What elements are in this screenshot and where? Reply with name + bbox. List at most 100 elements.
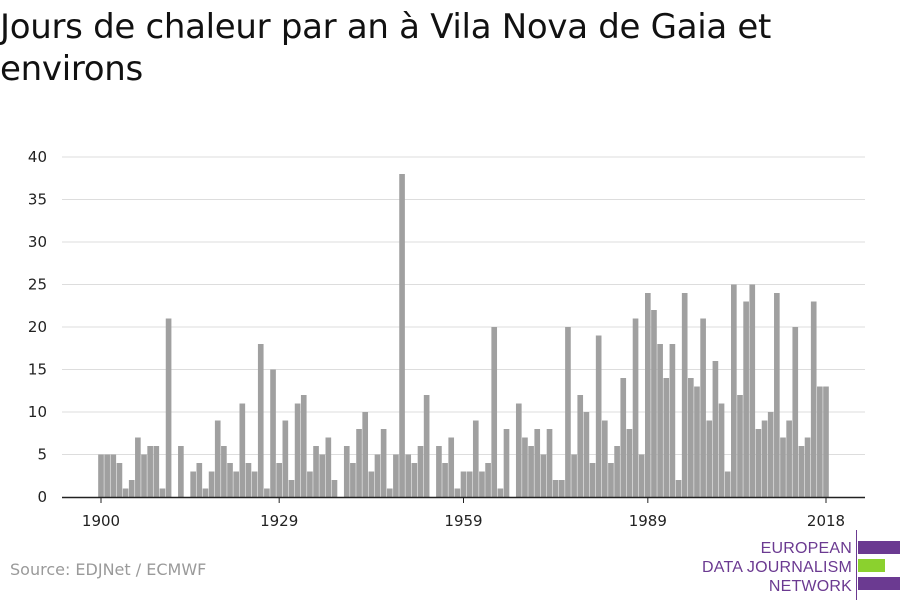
bar-1974: [552, 480, 559, 497]
bar-1924: [245, 463, 252, 497]
bar-2017: [817, 386, 823, 497]
bar-1915: [190, 471, 196, 497]
bar-1930: [282, 420, 289, 497]
bar-1911: [165, 318, 172, 497]
bar-1904: [122, 488, 129, 497]
x-tick-label: 1929: [260, 512, 298, 530]
bar-1902: [110, 454, 117, 497]
y-tick-label: 40: [28, 148, 47, 166]
bar-1906: [135, 437, 141, 497]
bar-2006: [749, 284, 756, 497]
bar-1927: [264, 488, 270, 497]
bar-2018: [823, 386, 829, 497]
y-tick-label: 5: [37, 446, 47, 464]
bar-1936: [319, 454, 326, 497]
bar-1957: [448, 437, 455, 497]
bar-1931: [288, 480, 295, 497]
logo-line-3: NETWORK: [768, 578, 852, 595]
bar-1928: [270, 369, 276, 497]
bar-1971: [534, 429, 541, 497]
bar-1942: [356, 429, 362, 497]
bar-1937: [325, 437, 332, 497]
bar-2005: [743, 301, 749, 497]
y-tick-label: 30: [28, 233, 47, 251]
bar-2012: [786, 420, 792, 497]
bar-1960: [466, 471, 473, 497]
bar-1981: [595, 335, 602, 497]
x-tick-label: 1900: [82, 512, 120, 530]
bar-1917: [202, 488, 209, 497]
source-note: Source: EDJNet / ECMWF: [10, 560, 207, 579]
bar-1975: [558, 480, 565, 497]
logo-divider: [856, 530, 857, 600]
y-tick-label: 0: [37, 488, 47, 506]
bar-1999: [706, 420, 713, 497]
bar-1934: [307, 471, 313, 497]
bar-1979: [583, 412, 590, 497]
logo-line-1: EUROPEAN: [760, 540, 852, 557]
bar-1966: [503, 429, 510, 497]
bar-1922: [233, 471, 239, 497]
bar-1923: [239, 403, 246, 497]
bar-1926: [257, 344, 264, 497]
bar-2004: [737, 395, 743, 497]
bar-1918: [208, 471, 215, 497]
chart-title: Jours de chaleur par an à Vila Nova de G…: [0, 7, 772, 89]
bar-2010: [774, 293, 780, 497]
y-tick-label: 20: [28, 318, 47, 336]
bar-1998: [700, 318, 706, 497]
bar-1913: [178, 446, 184, 497]
bar-1958: [454, 488, 461, 497]
bar-1993: [669, 344, 676, 497]
bar-1933: [300, 395, 307, 497]
bar-1980: [589, 463, 596, 497]
logo-bar-green: [858, 559, 885, 572]
bar-2013: [792, 327, 799, 497]
x-tick-label: 1959: [444, 512, 482, 530]
bar-1995: [681, 293, 688, 497]
bar-1963: [485, 463, 491, 497]
bar-1903: [116, 463, 123, 497]
logo-bar-purple-top: [858, 541, 900, 554]
bar-1910: [159, 488, 166, 497]
bar-1907: [141, 454, 147, 497]
bar-1908: [147, 446, 153, 497]
bar-1920: [221, 446, 227, 497]
bar-1970: [528, 446, 534, 497]
bar-1921: [227, 463, 233, 497]
bar-1905: [128, 480, 135, 497]
bar-1951: [411, 463, 418, 497]
bar-1925: [251, 471, 258, 497]
bar-2009: [767, 412, 774, 497]
bar-2003: [731, 284, 737, 497]
bar-2015: [804, 437, 811, 497]
logo-bar-purple-bottom: [858, 577, 900, 590]
bar-1969: [522, 437, 528, 497]
bar-1994: [675, 480, 682, 497]
bar-1985: [620, 378, 627, 497]
bar-1901: [104, 454, 110, 497]
bar-1946: [380, 429, 387, 497]
bar-1947: [386, 488, 393, 497]
bar-1961: [472, 420, 479, 497]
bar-2014: [798, 446, 805, 497]
y-tick-label: 25: [28, 276, 47, 294]
y-tick-label: 15: [28, 361, 47, 379]
bar-1900: [98, 454, 104, 497]
bar-1940: [343, 446, 350, 497]
x-tick-label: 2018: [807, 512, 845, 530]
bar-1990: [651, 310, 657, 497]
bar-2007: [755, 429, 762, 497]
y-tick-label: 10: [28, 403, 47, 421]
logo-line-2: DATA JOURNALISM: [702, 559, 852, 576]
bar-1949: [399, 174, 405, 497]
bar-1992: [663, 378, 670, 497]
bar-1996: [688, 378, 694, 497]
bar-1976: [565, 327, 571, 497]
bar-1943: [362, 412, 369, 497]
bar-1987: [632, 318, 639, 497]
bar-1938: [331, 480, 338, 497]
bar-1959: [460, 471, 467, 497]
bar-1978: [577, 395, 584, 497]
bar-1997: [694, 386, 700, 497]
